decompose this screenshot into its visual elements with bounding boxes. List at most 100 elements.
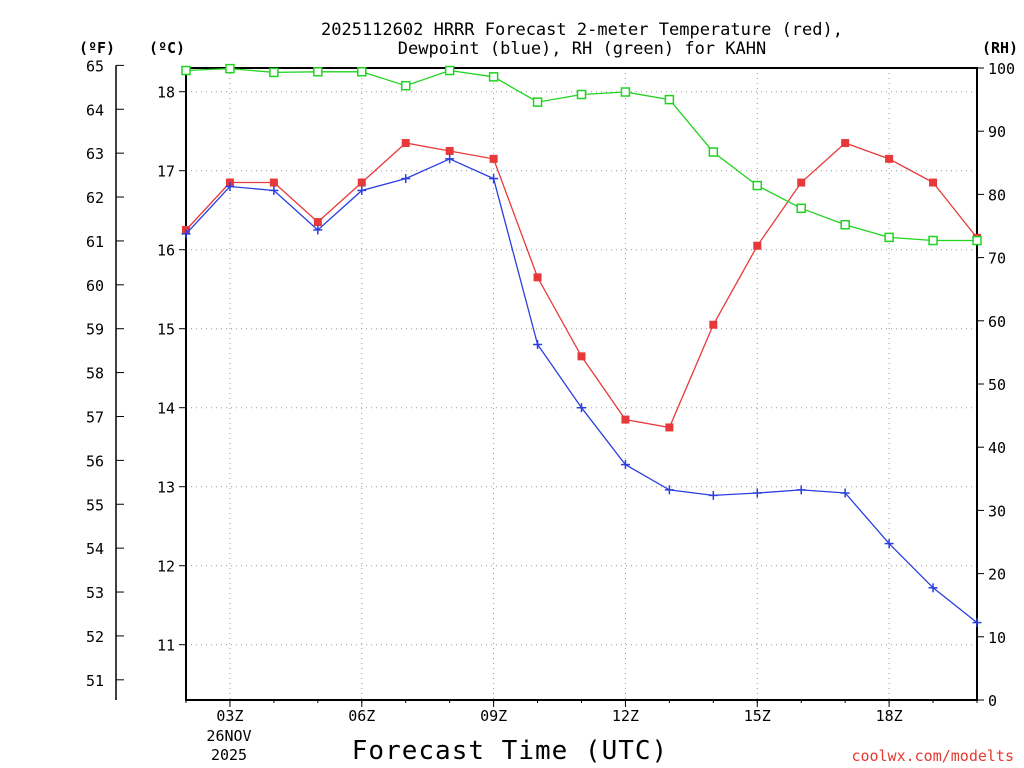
dewpoint-point-12 (620, 460, 630, 470)
rh-point-14 (708, 147, 719, 157)
dewpoint-point-17 (840, 488, 850, 498)
rh-point-18 (884, 232, 894, 243)
celsius-tick-label-17: 17 (157, 163, 175, 181)
date-label-day: 26NOV (206, 727, 251, 745)
dewpoint-point-16 (796, 485, 806, 495)
fahrenheit-tick-label-65: 65 (86, 57, 104, 75)
celsius-tick-label-11: 11 (157, 637, 175, 655)
rh-point-6 (357, 67, 367, 77)
celsius-tick-label-15: 15 (157, 321, 175, 339)
temperature-point-18 (885, 154, 894, 163)
dewpoint-point-3 (225, 182, 235, 191)
rh-point-19 (928, 235, 938, 246)
rh-tick-label-20: 20 (988, 566, 1006, 584)
celsius-axis-unit: (ºC) (149, 39, 185, 57)
dewpoint-point-11 (577, 403, 586, 413)
series (181, 63, 982, 628)
dewpoint-point-5 (313, 225, 323, 235)
dewpoint-point-19 (928, 583, 938, 593)
rh-point-7 (400, 80, 411, 91)
dewpoint-point-13 (664, 485, 674, 495)
rh-point-16 (796, 203, 806, 214)
rh-tick-label-80: 80 (988, 186, 1006, 204)
fahrenheit-tick-label-60: 60 (86, 277, 104, 295)
rh-point-4 (269, 67, 279, 78)
dewpoint-point-7 (401, 174, 411, 184)
rh-point-5 (313, 67, 323, 77)
fahrenheit-tick-label-62: 62 (86, 189, 104, 207)
dewpoint-point-15 (752, 488, 762, 498)
rh-point-8 (444, 65, 455, 76)
rh-tick-label-100: 100 (988, 60, 1015, 78)
rh-point-17 (840, 219, 850, 230)
rh-point-20 (972, 235, 982, 246)
dewpoint-point-4 (269, 185, 279, 195)
temperature-point-7 (401, 139, 410, 148)
rh-point-15 (752, 180, 763, 191)
source-credit: coolwx.com/modelts (851, 747, 1014, 765)
x-axis-title: Forecast Time (UTC) (352, 736, 668, 766)
title-line-2: Dewpoint (blue), RH (green) for KAHN (398, 39, 766, 59)
fahrenheit-tick-label-51: 51 (86, 672, 104, 690)
fahrenheit-tick-label-61: 61 (86, 233, 104, 251)
axes: 03Z 06Z 09Z 12Z 15Z 18Z 11 12 13 14 15 16 17 18 51 52 53… (86, 57, 1015, 725)
rh-tick-label-70: 70 (988, 250, 1006, 268)
dewpoint-point-14 (708, 490, 718, 500)
celsius-tick-label-14: 14 (157, 400, 175, 418)
celsius-tick-label-12: 12 (157, 558, 175, 576)
plot-frame (185, 67, 978, 701)
fahrenheit-tick-label-56: 56 (86, 452, 104, 470)
fahrenheit-tick-label-52: 52 (86, 628, 104, 646)
title: 2025112602 HRRR Forecast 2-meter Tempera… (321, 20, 843, 59)
fahrenheit-axis-unit: (ºF) (79, 39, 115, 57)
x-tick-label-06Z: 06Z (348, 707, 375, 725)
rh-tick-label-30: 30 (988, 502, 1006, 520)
dewpoint-point-9 (489, 174, 499, 184)
temperature-point-9 (489, 154, 498, 163)
rh-tick-label-50: 50 (988, 376, 1006, 394)
dewpoint-point-8 (445, 154, 455, 164)
temperature-point-12 (621, 415, 630, 424)
dewpoint-point-18 (884, 539, 894, 549)
dewpoint-point-10 (533, 340, 543, 349)
x-tick-label-15Z: 15Z (744, 707, 771, 725)
temperature-point-19 (929, 178, 938, 187)
temperature-point-10 (533, 273, 542, 282)
rh-tick-label-0: 0 (988, 692, 997, 710)
temperature-point-8 (445, 146, 454, 155)
temperature-point-4 (269, 178, 278, 187)
temperature-point-16 (797, 178, 806, 187)
temperature-point-6 (357, 178, 366, 187)
rh-point-9 (488, 72, 499, 82)
rh-tick-label-10: 10 (988, 629, 1006, 647)
temperature-line (185, 142, 978, 429)
x-tick-label-12Z: 12Z (612, 707, 639, 725)
gridlines (186, 68, 977, 700)
x-tick-label-18Z: 18Z (876, 707, 903, 725)
rh-point-10 (532, 97, 543, 107)
rh-point-12 (620, 87, 631, 97)
rh-axis-unit: (RH) (982, 39, 1018, 57)
rh-tick-label-60: 60 (988, 313, 1006, 331)
rh-point-3 (225, 63, 235, 74)
temperature-point-5 (313, 218, 322, 227)
title-line-1: 2025112602 HRRR Forecast 2-meter Tempera… (321, 20, 843, 40)
temperature-point-14 (709, 320, 718, 329)
dewpoint-point-2 (181, 229, 191, 239)
fahrenheit-tick-label-58: 58 (86, 365, 104, 383)
rh-point-2 (181, 65, 191, 76)
temperature-point-15 (753, 241, 762, 250)
temperature-point-13 (665, 423, 674, 432)
fahrenheit-tick-label-54: 54 (86, 540, 104, 558)
celsius-tick-label-16: 16 (157, 242, 175, 260)
x-tick-label-09Z: 09Z (480, 707, 507, 725)
fahrenheit-tick-label-63: 63 (86, 145, 104, 163)
rh-point-13 (664, 94, 675, 105)
fahrenheit-tick-label-59: 59 (86, 321, 104, 339)
fahrenheit-tick-label-53: 53 (86, 584, 104, 602)
dewpoint-point-6 (357, 185, 367, 195)
temperature-point-11 (577, 352, 586, 361)
rh-tick-label-90: 90 (988, 123, 1006, 141)
date-label-year: 2025 (211, 746, 247, 764)
